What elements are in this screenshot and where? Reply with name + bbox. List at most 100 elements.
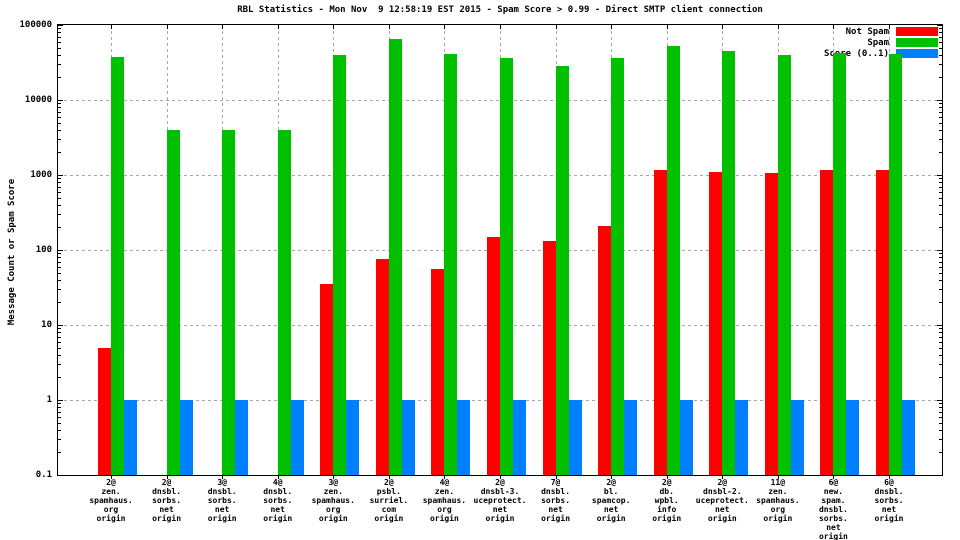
legend-entry-spam: Spam: [824, 37, 938, 48]
y-axis-tick: [58, 403, 61, 405]
x-tick-label: 3@ dnsbl. sorbs. net origin: [180, 478, 264, 523]
x-tick-label-line: zen.: [768, 487, 788, 496]
x-axis-tick-bottom: [166, 475, 168, 479]
y-axis-tick: [58, 116, 61, 118]
bar-spam: [333, 54, 347, 475]
legend-label-score: Score (0..1): [823, 48, 889, 59]
y-axis-tick: [58, 100, 63, 101]
y-axis-tick: [939, 64, 942, 66]
y-axis-tick: [58, 341, 61, 343]
x-tick-label-line: sorbs.: [263, 496, 293, 505]
x-axis-tick-top: [666, 25, 668, 29]
x-tick-label-line: db.: [659, 487, 674, 496]
legend-label-spam: Spam: [867, 37, 889, 48]
y-axis-tick: [58, 227, 61, 229]
y-tick-label: 1000: [30, 170, 52, 180]
x-tick-label-line: 3@: [217, 478, 227, 487]
bar-not-spam: [542, 241, 556, 475]
y-axis-tick: [939, 279, 942, 281]
bar-score-0-1: [735, 400, 749, 475]
y-axis-tick: [939, 261, 942, 263]
bar-not-spam: [320, 284, 334, 475]
x-tick-label-line: psbl.: [376, 487, 401, 496]
y-axis-tick: [58, 178, 61, 180]
y-axis-tick: [939, 103, 942, 105]
y-axis-tick: [939, 227, 942, 229]
x-axis-tick-top: [222, 25, 224, 29]
x-axis-tick-top: [500, 25, 501, 29]
y-axis-tick: [937, 400, 942, 401]
y-axis-tick: [58, 429, 61, 431]
bar-score-0-1: [568, 400, 582, 475]
x-tick-label-line: origin: [318, 514, 348, 523]
bar-not-spam: [876, 170, 889, 475]
bar-spam: [666, 46, 680, 475]
x-tick-label: 6@ dnsbl. sorbs. net origin: [847, 478, 931, 523]
y-axis-tick: [939, 182, 942, 184]
y-axis-tick: [58, 103, 61, 105]
y-axis-tick: [58, 302, 61, 304]
y-axis-tick: [939, 186, 942, 188]
x-axis-tick-bottom: [388, 475, 390, 479]
x-tick-label-line: spamhaus.: [89, 496, 133, 505]
y-axis-tick: [937, 25, 942, 26]
x-tick-label-line: origin: [374, 514, 404, 523]
bar-spam: [889, 54, 902, 475]
y-axis-tick: [939, 257, 942, 259]
x-tick-label-line: 2@: [606, 478, 616, 487]
x-axis-tick-top: [722, 25, 724, 29]
y-axis-tick: [939, 214, 942, 216]
bar-not-spam: [598, 225, 612, 475]
y-axis-tick: [939, 111, 942, 113]
y-tick-label: 1: [46, 395, 52, 405]
x-tick-label-line: dnsbl.: [541, 487, 571, 496]
y-axis-tick: [58, 25, 63, 26]
bar-not-spam: [98, 347, 111, 475]
x-tick-label-line: origin: [707, 514, 737, 523]
y-axis-tick: [939, 439, 942, 441]
y-axis-tick: [58, 77, 61, 79]
y-axis-tick: [939, 204, 942, 206]
x-tick-label-line: dnsbl.: [152, 487, 182, 496]
x-axis-tick-bottom: [611, 475, 613, 479]
x-axis-tick-top: [611, 25, 613, 29]
bar-score-0-1: [624, 400, 638, 475]
x-tick-label: 11@ zen. spamhaus. org origin: [736, 478, 820, 523]
y-axis-tick: [939, 28, 942, 30]
x-tick-label-line: sorbs.: [818, 514, 848, 523]
x-tick-label: 2@ zen. spamhaus. org origin: [69, 478, 153, 523]
x-tick-label-line: 6@: [884, 478, 894, 487]
y-axis-tick: [939, 422, 942, 424]
x-tick-label-line: spamhaus.: [422, 496, 467, 505]
bar-score-0-1: [401, 400, 415, 475]
x-axis-tick-bottom: [777, 475, 779, 479]
y-axis-tick: [939, 36, 942, 38]
bar-spam: [111, 56, 124, 475]
y-axis-tick: [58, 41, 61, 43]
y-axis-tick: [58, 253, 61, 255]
y-axis-tick: [58, 111, 61, 113]
y-axis-tick: [939, 139, 942, 141]
y-axis-tick: [58, 186, 61, 188]
legend-entry-not-spam: Not Spam: [824, 26, 938, 37]
y-axis-tick: [939, 364, 942, 366]
x-tick-label: 6@ new. spam. dnsbl. sorbs. net origin: [791, 478, 875, 540]
x-tick-label-line: org: [770, 505, 786, 514]
y-axis-tick: [58, 364, 61, 366]
x-tick-label-line: sorbs.: [874, 496, 904, 505]
y-axis-tick: [58, 354, 61, 356]
x-tick-label-line: org: [326, 505, 341, 514]
y-axis-tick: [58, 347, 61, 349]
y-axis-tick: [58, 377, 61, 379]
y-axis-tick: [939, 411, 942, 413]
y-axis-tick: [58, 407, 61, 409]
x-tick-label-line: dnsbl.: [874, 487, 904, 496]
x-tick-label-line: 4@: [272, 478, 283, 487]
x-axis-tick-top: [833, 25, 835, 29]
y-axis-tick: [58, 139, 61, 141]
y-axis-tick: [58, 279, 61, 281]
y-axis-tick: [58, 204, 61, 206]
bar-score-0-1: [235, 400, 249, 475]
x-axis-tick-bottom: [333, 475, 335, 479]
x-tick-label-line: 2@: [384, 478, 394, 487]
